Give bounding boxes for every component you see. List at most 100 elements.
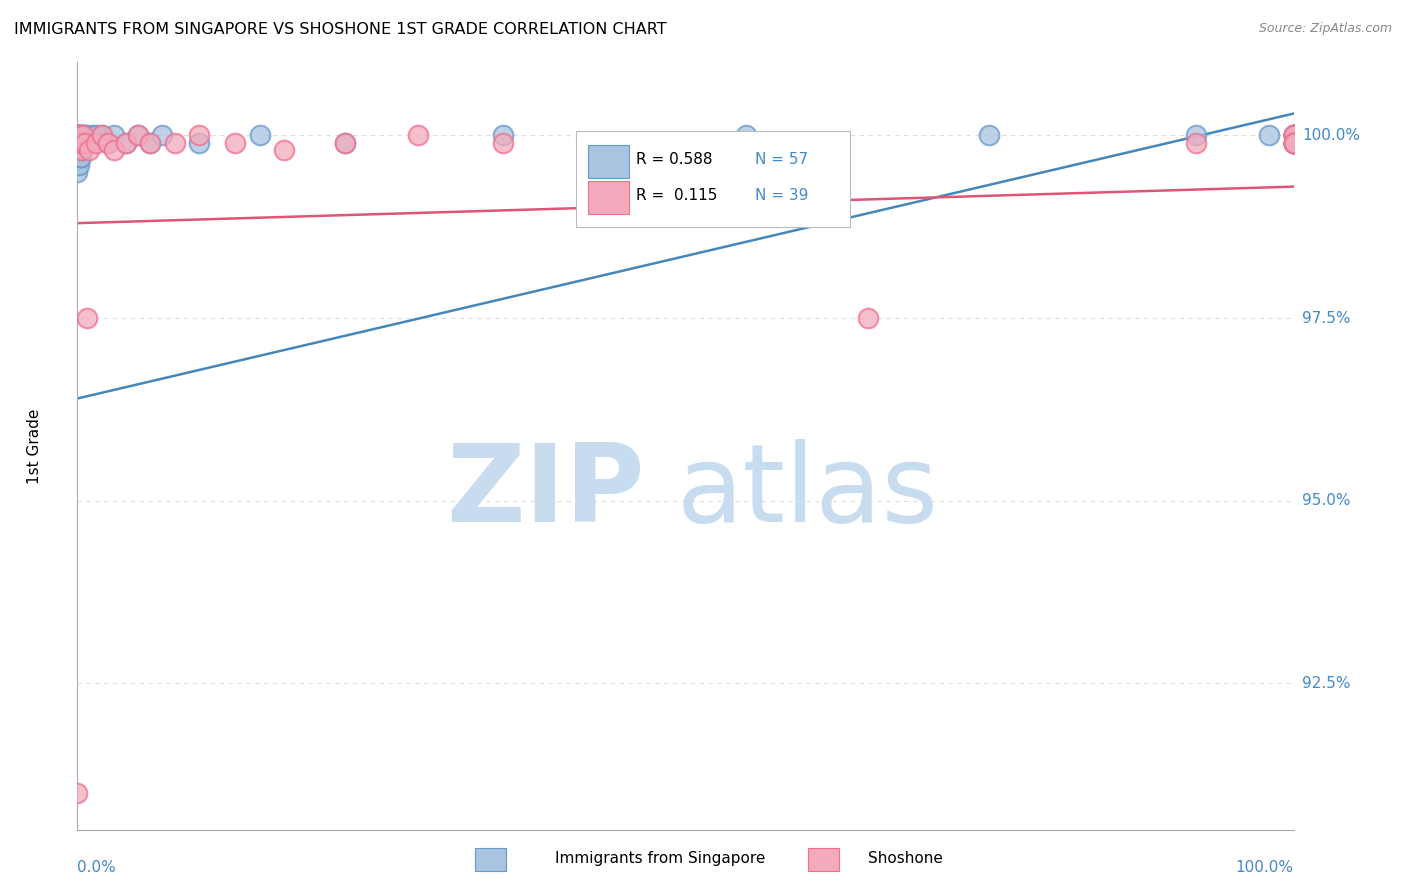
Text: 100.0%: 100.0% — [1236, 860, 1294, 875]
Text: R = 0.588: R = 0.588 — [636, 153, 711, 168]
Point — [67, 143, 90, 157]
Point — [1282, 136, 1305, 150]
Point — [79, 143, 101, 157]
Point — [66, 786, 89, 800]
Point — [70, 128, 93, 143]
Text: N = 57: N = 57 — [755, 153, 808, 168]
Text: 97.5%: 97.5% — [1302, 310, 1350, 326]
Point — [273, 143, 295, 157]
Point — [1282, 136, 1305, 150]
Point — [70, 136, 93, 150]
Text: 100.0%: 100.0% — [1302, 128, 1360, 143]
Point — [67, 128, 90, 143]
Point — [492, 136, 515, 150]
Text: N = 39: N = 39 — [755, 188, 808, 203]
Point — [72, 128, 94, 143]
Point — [76, 311, 98, 326]
Point — [66, 150, 89, 164]
Point — [75, 128, 97, 143]
Point — [69, 143, 91, 157]
Text: atlas: atlas — [676, 439, 938, 545]
Point — [1185, 136, 1208, 150]
Point — [103, 128, 125, 143]
Text: Shoshone: Shoshone — [868, 851, 942, 865]
Point — [188, 128, 211, 143]
Point — [979, 128, 1001, 143]
Point — [79, 136, 101, 150]
Text: 92.5%: 92.5% — [1302, 676, 1350, 691]
Point — [73, 128, 96, 143]
Text: Immigrants from Singapore: Immigrants from Singapore — [555, 851, 766, 865]
Point — [1282, 136, 1305, 150]
Point — [1282, 128, 1305, 143]
Point — [70, 128, 93, 143]
Point — [70, 143, 93, 157]
Point — [1282, 136, 1305, 150]
Point — [152, 128, 174, 143]
Point — [406, 128, 429, 143]
Point — [69, 128, 91, 143]
Text: IMMIGRANTS FROM SINGAPORE VS SHOSHONE 1ST GRADE CORRELATION CHART: IMMIGRANTS FROM SINGAPORE VS SHOSHONE 1S… — [14, 22, 666, 37]
Point — [139, 136, 162, 150]
Point — [69, 150, 91, 164]
Point — [1282, 136, 1305, 150]
Point — [1282, 128, 1305, 143]
Point — [90, 128, 112, 143]
FancyBboxPatch shape — [588, 180, 630, 214]
Point — [72, 128, 94, 143]
Point — [66, 165, 89, 179]
Point — [1282, 128, 1305, 143]
Point — [103, 143, 125, 157]
Point — [1282, 136, 1305, 150]
Point — [97, 136, 120, 150]
Point — [66, 128, 89, 143]
Point — [67, 158, 90, 172]
FancyBboxPatch shape — [588, 145, 630, 178]
Point — [492, 128, 515, 143]
Point — [67, 128, 90, 143]
Point — [97, 136, 120, 150]
Point — [66, 128, 89, 143]
Point — [115, 136, 138, 150]
Point — [1282, 128, 1305, 143]
Point — [1282, 128, 1305, 143]
Point — [70, 143, 93, 157]
Point — [66, 136, 89, 150]
Text: Source: ZipAtlas.com: Source: ZipAtlas.com — [1258, 22, 1392, 36]
Point — [66, 136, 89, 150]
Point — [67, 136, 90, 150]
Point — [188, 136, 211, 150]
Point — [80, 128, 103, 143]
Point — [1282, 128, 1305, 143]
Point — [66, 128, 89, 143]
Point — [66, 158, 89, 172]
Point — [90, 128, 112, 143]
Point — [1258, 128, 1281, 143]
Point — [72, 136, 94, 150]
Point — [163, 136, 186, 150]
Point — [735, 128, 758, 143]
Point — [69, 136, 91, 150]
Text: 0.0%: 0.0% — [77, 860, 117, 875]
Text: R =  0.115: R = 0.115 — [636, 188, 717, 203]
Point — [66, 143, 89, 157]
Point — [67, 150, 90, 164]
Text: ZIP: ZIP — [446, 439, 645, 545]
FancyBboxPatch shape — [576, 131, 849, 227]
Point — [66, 136, 89, 150]
Point — [127, 128, 149, 143]
Point — [70, 136, 93, 150]
Point — [115, 136, 138, 150]
Point — [84, 136, 107, 150]
Point — [139, 136, 162, 150]
Point — [127, 128, 149, 143]
Point — [67, 136, 90, 150]
Point — [224, 136, 246, 150]
Point — [333, 136, 356, 150]
Point — [76, 136, 98, 150]
Point — [1282, 136, 1305, 150]
Text: 95.0%: 95.0% — [1302, 493, 1350, 508]
Point — [1282, 136, 1305, 150]
Point — [1282, 128, 1305, 143]
Point — [1282, 136, 1305, 150]
